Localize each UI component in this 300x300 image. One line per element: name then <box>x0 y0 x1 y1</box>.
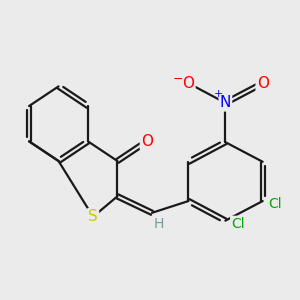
Text: Cl: Cl <box>231 217 245 231</box>
Text: +: + <box>214 89 223 99</box>
Text: O: O <box>182 76 194 91</box>
Text: H: H <box>154 217 164 231</box>
Text: O: O <box>257 76 269 91</box>
Text: −: − <box>172 73 183 86</box>
Text: O: O <box>141 134 153 149</box>
Text: S: S <box>88 209 98 224</box>
Text: Cl: Cl <box>268 197 282 211</box>
Text: N: N <box>220 95 231 110</box>
